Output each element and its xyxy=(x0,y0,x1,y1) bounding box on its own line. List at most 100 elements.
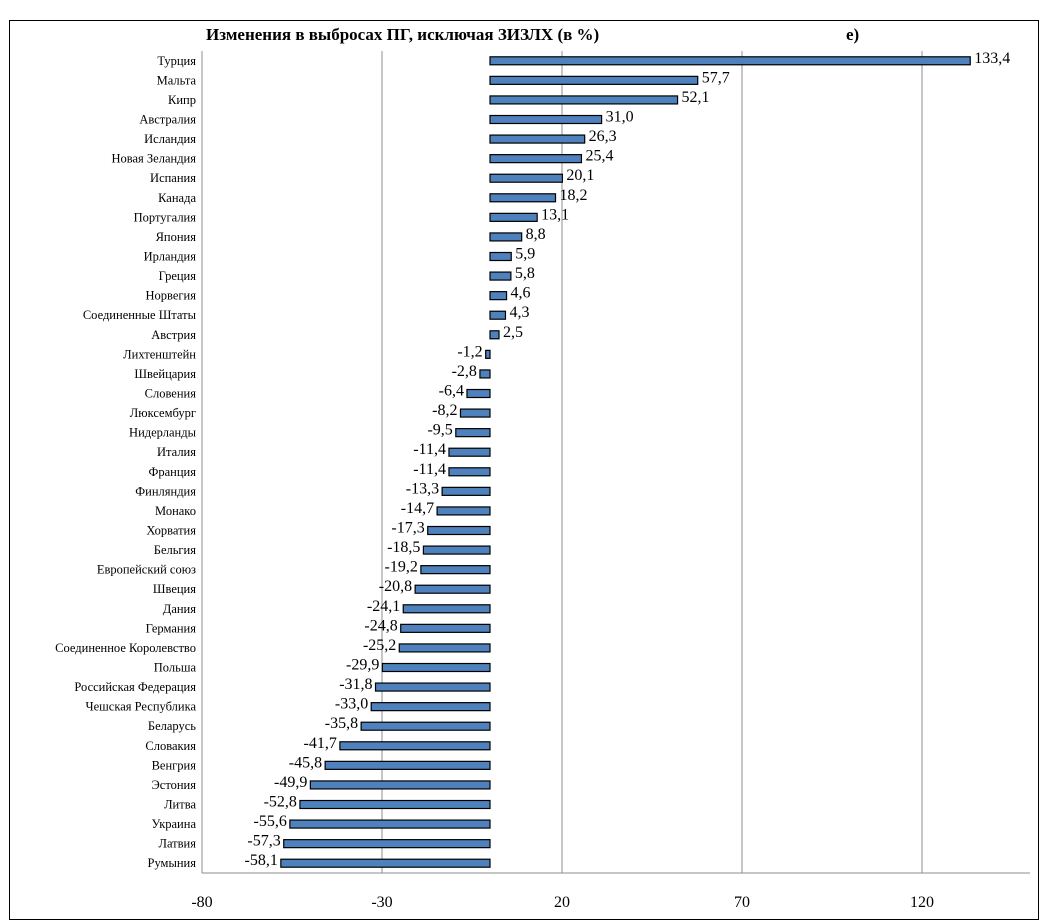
category-label: Исландия xyxy=(144,132,196,146)
value-label: -45,8 xyxy=(289,754,322,771)
category-label: Соединенное Королевство xyxy=(55,641,196,655)
value-label: -33,0 xyxy=(335,696,368,713)
bars xyxy=(280,56,971,868)
bar xyxy=(466,388,491,399)
value-label: 8,8 xyxy=(526,226,546,243)
value-label: -58,1 xyxy=(245,852,278,869)
category-label: Лихтенштейн xyxy=(123,347,196,361)
category-label: Мальта xyxy=(157,73,197,87)
value-label: 26,3 xyxy=(589,128,617,145)
chart: -80 -30 20 70 120 Турция 133,4 Мальта 57,7 Кипр 52… xyxy=(55,25,1030,911)
category-label: Греция xyxy=(159,269,197,283)
category-label: Франция xyxy=(149,465,197,479)
category-label: Дания xyxy=(163,602,196,616)
bar xyxy=(489,134,586,144)
category-label: Беларусь xyxy=(148,719,196,733)
category-label: Литва xyxy=(164,798,196,812)
bar xyxy=(489,56,971,66)
bar xyxy=(459,408,491,418)
bar xyxy=(489,173,563,183)
value-label: -14,7 xyxy=(401,500,434,517)
value-label: -19,2 xyxy=(385,559,418,576)
bar xyxy=(360,721,491,731)
value-label: -52,8 xyxy=(264,794,297,811)
value-label: -20,8 xyxy=(379,578,412,595)
value-label: -18,5 xyxy=(387,539,420,556)
category-label: Финляндия xyxy=(135,484,196,498)
bar xyxy=(448,447,491,457)
category-label: Австрия xyxy=(151,328,196,342)
category-label: Испания xyxy=(150,171,196,185)
category-label: Люксембург xyxy=(130,406,196,420)
x-tick-label: 70 xyxy=(734,894,750,911)
value-label: -24,8 xyxy=(364,617,397,634)
bar xyxy=(414,584,491,594)
bar xyxy=(324,760,491,770)
category-label: Эстония xyxy=(152,778,197,792)
bar xyxy=(448,467,491,477)
bar xyxy=(485,349,491,359)
category-label: Новая Зеландия xyxy=(111,152,196,166)
bar xyxy=(400,623,491,633)
category-label: Венгрия xyxy=(152,758,197,772)
value-label: 52,1 xyxy=(682,89,710,106)
bar xyxy=(427,525,491,536)
category-label: Словакия xyxy=(145,739,196,753)
category-label: Италия xyxy=(157,445,196,459)
bar xyxy=(280,858,491,868)
value-label: -41,7 xyxy=(304,735,337,752)
bar xyxy=(489,232,523,242)
bar xyxy=(422,545,491,555)
category-label: Норвегия xyxy=(146,289,197,303)
bar xyxy=(441,486,491,496)
value-label: -8,2 xyxy=(432,402,457,419)
category-label: Польша xyxy=(154,661,197,675)
x-tick-label: -80 xyxy=(191,894,212,911)
value-label: -25,2 xyxy=(363,637,396,654)
bar xyxy=(489,95,679,105)
bar xyxy=(489,193,557,203)
bar xyxy=(402,604,491,614)
bar xyxy=(455,428,491,438)
x-tick-label: 20 xyxy=(554,894,570,911)
value-label: -57,3 xyxy=(247,833,280,850)
x-tick-label: 120 xyxy=(910,894,934,911)
category-label: Бельгия xyxy=(154,543,196,557)
bar xyxy=(489,291,508,301)
value-label: -1,2 xyxy=(457,343,482,360)
category-label: Кипр xyxy=(168,93,196,107)
value-label: 31,0 xyxy=(606,109,634,126)
x-tick-label: -30 xyxy=(371,894,392,911)
bar xyxy=(489,212,538,222)
bar xyxy=(489,251,512,262)
category-label: Европейский союз xyxy=(97,563,196,577)
bar xyxy=(479,369,491,379)
value-label: 18,2 xyxy=(560,187,588,204)
category-label: Украина xyxy=(151,817,196,831)
category-label: Япония xyxy=(156,230,197,244)
value-label: -13,3 xyxy=(406,480,439,497)
value-label: 2,5 xyxy=(503,324,523,341)
category-label: Канада xyxy=(158,191,196,205)
category-label: Словения xyxy=(145,387,197,401)
bar xyxy=(370,702,491,712)
value-label: 13,1 xyxy=(541,206,569,223)
value-label: -11,4 xyxy=(413,441,446,458)
bar xyxy=(339,741,491,751)
value-label: -17,3 xyxy=(391,520,424,537)
value-label: 20,1 xyxy=(566,167,594,184)
value-label: -49,9 xyxy=(274,774,307,791)
category-label: Монако xyxy=(155,504,196,518)
value-label: 25,4 xyxy=(585,148,613,165)
category-label: Латвия xyxy=(158,837,196,851)
category-label: Швеция xyxy=(153,582,196,596)
bar xyxy=(436,506,491,516)
category-label: Португалия xyxy=(134,210,197,224)
bar xyxy=(489,310,507,320)
value-label: -55,6 xyxy=(254,813,287,830)
chart-frame: -80 -30 20 70 120 Турция 133,4 Мальта 57,7 Кипр 52… xyxy=(9,20,1039,920)
category-label: Швейцария xyxy=(134,367,196,381)
category-label: Турция xyxy=(157,54,196,68)
bar xyxy=(489,114,603,125)
category-label: Румыния xyxy=(148,856,197,870)
